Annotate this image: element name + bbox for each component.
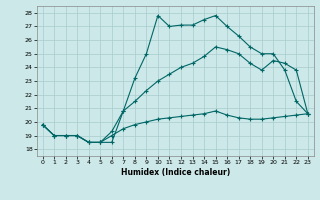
X-axis label: Humidex (Indice chaleur): Humidex (Indice chaleur) xyxy=(121,168,230,177)
